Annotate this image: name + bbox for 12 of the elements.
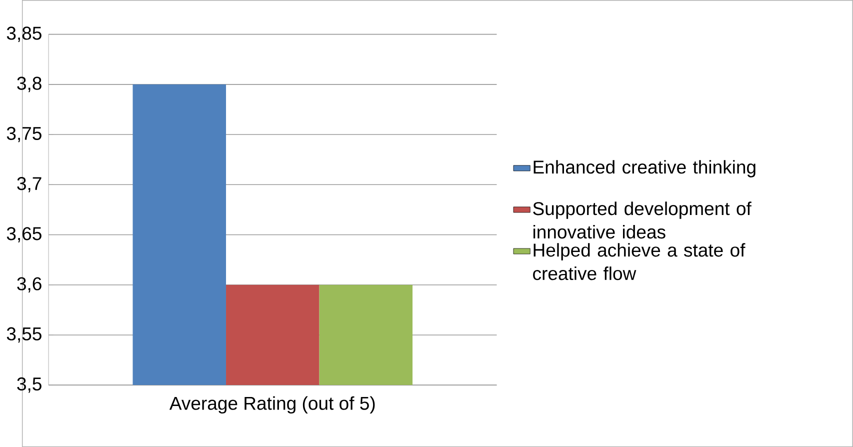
legend-label: Helped achieve a state of creative flow xyxy=(533,243,746,280)
y-tick-label: 3,5 xyxy=(17,377,42,393)
legend-label: Supported development of innovative ideas xyxy=(533,202,752,238)
x-tick-label: Average Rating (out of 5) xyxy=(169,396,375,414)
y-tick-label: 3,65 xyxy=(6,227,42,242)
y-tick-label: 3,7 xyxy=(17,176,42,192)
y-tick-label: 3,6 xyxy=(17,277,42,292)
y-tick-label: 3,8 xyxy=(17,76,42,92)
y-tick-label: 3,75 xyxy=(6,126,42,142)
y-tick-label: 3,85 xyxy=(6,26,42,42)
legend-label: Enhanced creative thinking xyxy=(534,160,756,178)
y-tick-label: 3,55 xyxy=(6,327,42,343)
